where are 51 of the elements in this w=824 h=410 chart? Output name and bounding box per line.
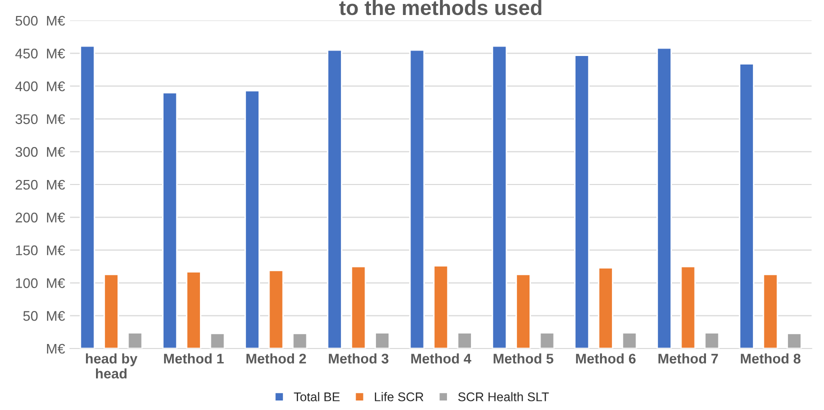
- x-tick-label: Method 3: [328, 353, 388, 364]
- y-tick-label: 50 M€: [23, 311, 65, 321]
- y-tick-label: 400 M€: [15, 81, 65, 92]
- chart-title: to the methods used: [339, 0, 542, 16]
- x-tick-label: Method 2: [246, 353, 306, 364]
- bar: [374, 332, 390, 348]
- bar: [409, 49, 425, 348]
- y-tick-label: 200 M€: [16, 212, 65, 222]
- bar: [762, 274, 778, 348]
- bar: [516, 274, 531, 348]
- y-tick-label: 100 M€: [16, 278, 65, 288]
- bar: [598, 267, 614, 348]
- x-tick-label: head by head: [86, 353, 138, 379]
- y-tick-label: M€: [47, 344, 65, 354]
- y-tick-label: 150 M€: [16, 245, 65, 256]
- bar: [656, 47, 672, 348]
- bar: [162, 92, 178, 348]
- bar: [433, 265, 449, 348]
- y-tick-label: 350 M€: [16, 114, 65, 124]
- y-tick-label: 250 M€: [16, 180, 65, 190]
- legend-label: Life SCR: [374, 392, 424, 402]
- y-tick-label: 500 M€: [16, 16, 65, 26]
- bar: [786, 332, 802, 348]
- bar: [574, 54, 590, 348]
- y-tick-label: 300 M€: [16, 147, 65, 157]
- x-tick-label: Method 7: [658, 353, 718, 364]
- legend-label: Total BE: [294, 392, 340, 402]
- bar: [350, 266, 366, 348]
- bar: [456, 332, 472, 348]
- bar: [210, 332, 226, 348]
- x-tick-label: Method 1: [164, 353, 224, 364]
- bar: [268, 270, 284, 348]
- bar: [704, 332, 720, 348]
- legend-label: SCR Health SLT: [458, 392, 549, 402]
- bar: [738, 63, 754, 348]
- x-tick-label: Method 5: [494, 353, 554, 364]
- y-tick-label: 450 M€: [15, 48, 65, 58]
- bar: [680, 266, 696, 348]
- bar: [244, 90, 260, 348]
- bar: [539, 332, 555, 348]
- x-tick-label: Method 6: [576, 353, 636, 364]
- x-tick-label: Method 8: [740, 353, 800, 364]
- bar: [326, 49, 342, 348]
- bar: [292, 332, 308, 348]
- bar: [80, 45, 96, 348]
- bar: [622, 332, 638, 348]
- bar: [492, 45, 508, 348]
- bar: [186, 271, 202, 348]
- bar: [104, 274, 119, 348]
- bar: [127, 332, 143, 348]
- x-tick-label: Method 4: [411, 353, 472, 364]
